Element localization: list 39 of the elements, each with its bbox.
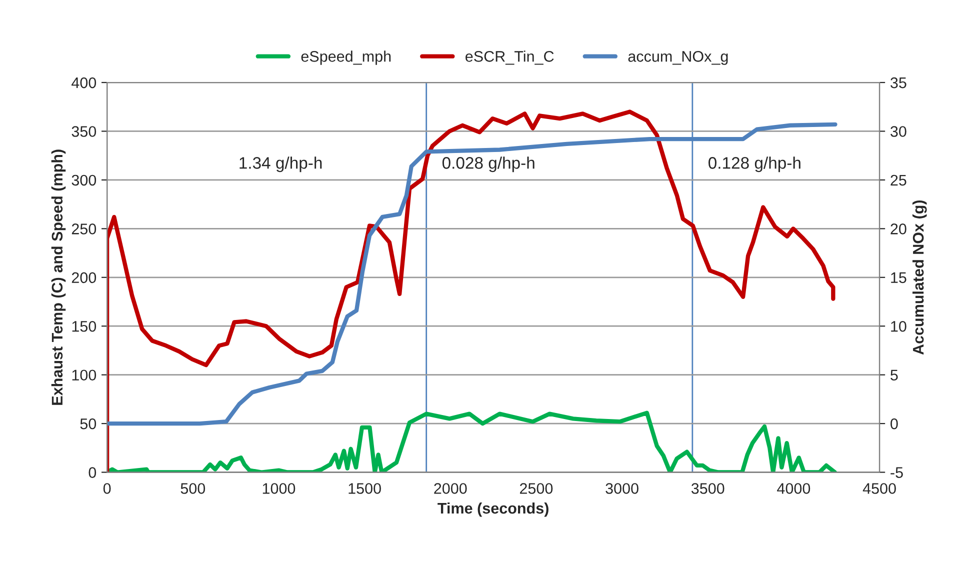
x-tick-label: 4000	[777, 483, 810, 494]
line-series	[107, 410, 837, 472]
y-tick-label: 50	[80, 418, 96, 430]
x-tick-label: 500	[180, 483, 206, 494]
y2-axis-title: Accumulated NOx (g)	[912, 200, 927, 355]
x-tick-label: 3500	[691, 483, 724, 494]
y2-tick-label: 20	[890, 224, 906, 234]
y-tick-label: 200	[72, 272, 96, 284]
x-tick-label: 2000	[434, 483, 467, 494]
x-tick-label: 0	[103, 483, 111, 494]
y2-tick-label: 10	[891, 320, 906, 332]
y-tick-label: 150	[72, 320, 96, 332]
annotation: 0.128 g/hp-h	[708, 156, 800, 172]
y-tick-label: 0	[88, 467, 96, 478]
y2-tick-label: 15	[891, 272, 906, 284]
annotation: 0.028 g/hp-h	[442, 156, 534, 172]
y-tick-label: 100	[72, 370, 96, 381]
y-tick-label: 300	[72, 174, 96, 186]
y2-tick-label: 0	[890, 418, 898, 430]
y2-tick-label: -5	[890, 467, 903, 478]
x-tick-label: 3000	[606, 483, 638, 494]
x-tick-label: 1000	[262, 483, 296, 494]
x-tick-label: 4500	[862, 483, 896, 494]
x-axis-title: Time (seconds)	[438, 502, 548, 517]
x-tick-label: 1500	[348, 483, 381, 494]
x-tick-label: 2500	[520, 483, 553, 494]
y-tick-label: 400	[72, 77, 96, 88]
y2-tick-label: 5	[890, 370, 898, 381]
y2-tick-label: 25	[890, 174, 906, 186]
y-tick-label: 250	[72, 224, 96, 234]
y-tick-label: 350	[72, 126, 96, 137]
y-axis-title: Exhaust Temp (C) and Speed (mph)	[51, 150, 66, 405]
line-series	[107, 110, 836, 472]
annotation: 1.34 g/hp-h	[240, 156, 322, 172]
y2-tick-label: 35	[890, 77, 906, 88]
y2-tick-label: 30	[890, 126, 906, 137]
legend-label: eSpeed_mph	[301, 50, 391, 65]
legend-label: accum_NOx_g	[628, 51, 728, 65]
legend-label: eSCR_Tin_C	[466, 50, 554, 65]
